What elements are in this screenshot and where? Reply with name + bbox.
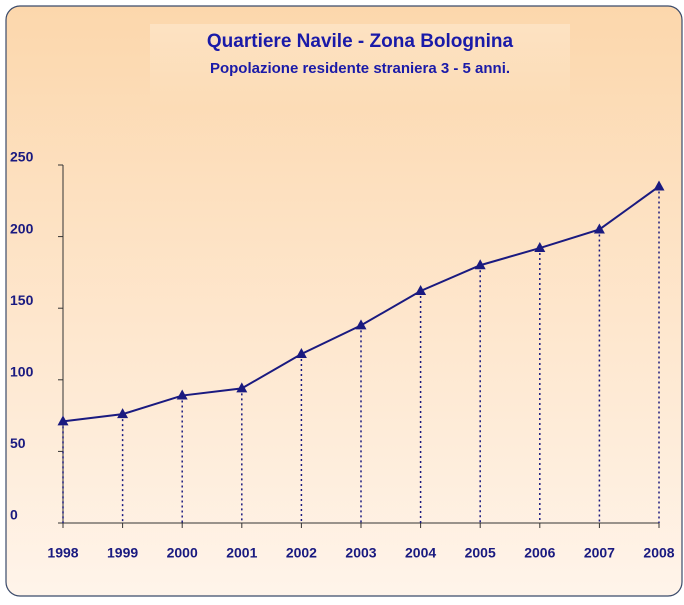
x-tick-label: 2000 — [167, 545, 198, 561]
x-tick-label: 2004 — [405, 545, 436, 561]
x-tick-label: 2008 — [643, 545, 674, 561]
x-tick-label: 1998 — [47, 545, 78, 561]
data-point — [236, 382, 248, 393]
y-tick-label: 100 — [10, 364, 34, 380]
x-tick-label: 2007 — [584, 545, 615, 561]
x-tick-label: 2003 — [345, 545, 376, 561]
data-point — [295, 348, 307, 359]
data-point — [653, 180, 665, 191]
data-point — [474, 259, 486, 270]
title-box — [150, 24, 570, 110]
y-tick-label: 200 — [10, 220, 34, 236]
data-point — [57, 415, 69, 426]
x-tick-label: 2006 — [524, 545, 555, 561]
data-point — [534, 242, 546, 253]
chart-title: Quartiere Navile - Zona Bolognina — [207, 31, 514, 52]
y-tick-label: 150 — [10, 292, 34, 308]
data-point — [355, 319, 367, 330]
data-point — [176, 389, 188, 400]
x-tick-label: 1999 — [107, 545, 138, 561]
y-tick-label: 250 — [10, 149, 34, 165]
data-point — [117, 408, 129, 419]
data-point — [593, 223, 605, 234]
x-tick-label: 2005 — [465, 545, 496, 561]
chart-background — [5, 5, 683, 597]
x-tick-label: 2001 — [226, 545, 257, 561]
data-point — [415, 285, 427, 296]
y-tick-label: 0 — [10, 507, 18, 523]
chart-subtitle: Popolazione residente straniera 3 - 5 an… — [210, 60, 510, 77]
x-tick-label: 2002 — [286, 545, 317, 561]
y-tick-label: 50 — [10, 435, 26, 451]
